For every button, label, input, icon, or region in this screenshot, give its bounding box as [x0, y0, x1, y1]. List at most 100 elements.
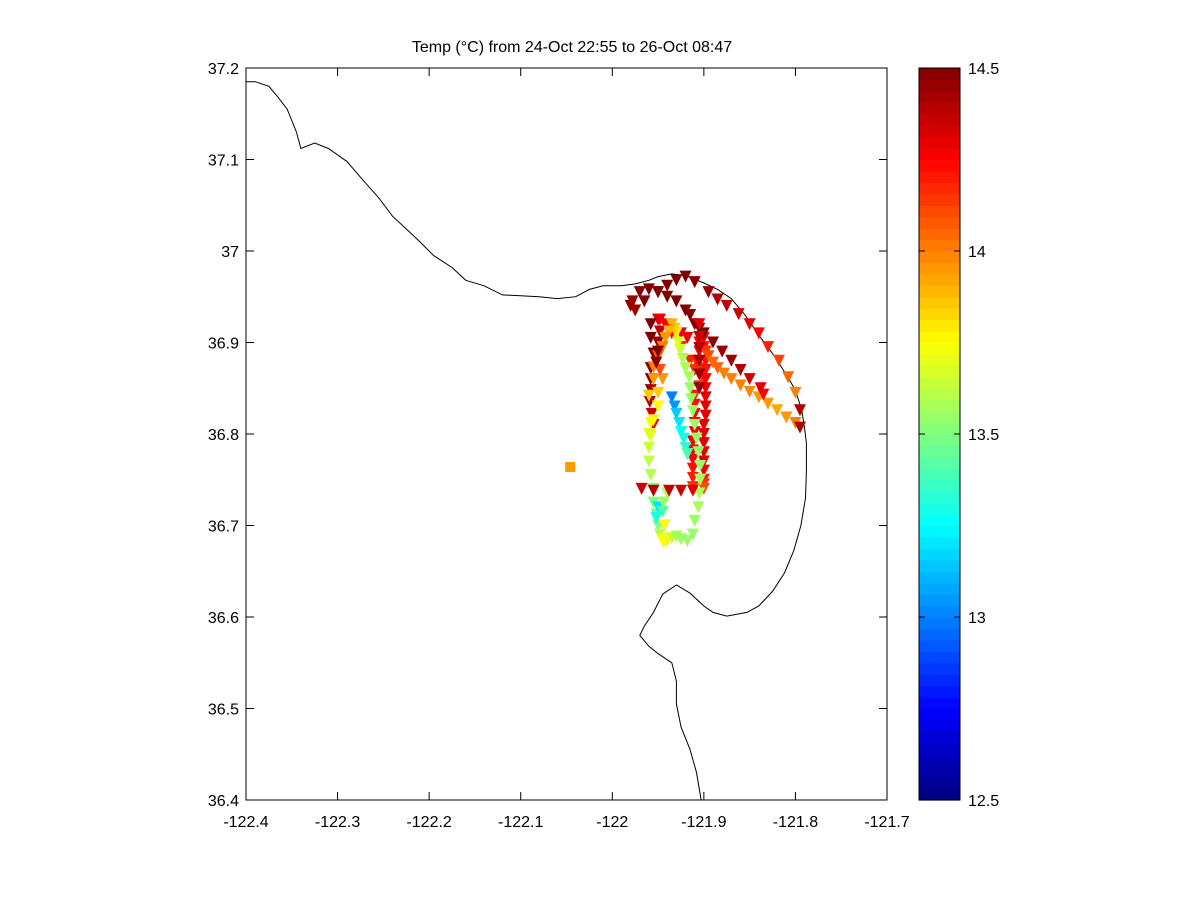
colorbar-band: [919, 754, 960, 767]
colorbar-tick-label: 13.5: [968, 427, 999, 444]
data-point-triangle: [670, 407, 683, 420]
data-point-triangle: [720, 299, 733, 312]
data-point-triangle: [692, 446, 705, 459]
x-tick-label: -122.1: [498, 814, 543, 831]
colorbar-band: [919, 251, 960, 264]
data-point-triangle: [650, 356, 663, 369]
data-point-triangle: [681, 535, 694, 548]
data-point-triangle: [679, 304, 692, 317]
colorbar-band: [919, 697, 960, 710]
colorbar-band: [919, 639, 960, 652]
colorbar-band: [919, 228, 960, 241]
colorbar-band: [919, 262, 960, 275]
colorbar-band: [919, 514, 960, 527]
colorbar-band: [919, 342, 960, 355]
data-point-triangle: [665, 318, 678, 331]
data-point-triangle: [681, 331, 694, 344]
data-point-triangle: [771, 404, 784, 417]
data-point-triangle: [699, 363, 712, 376]
colorbar-band: [919, 719, 960, 732]
y-tick-label: 37.1: [208, 153, 239, 170]
data-point-triangle: [694, 460, 707, 473]
colorbar-band: [919, 468, 960, 481]
y-tick-label: 37.2: [208, 61, 239, 78]
y-tick-label: 37: [221, 244, 239, 261]
data-point-triangle: [686, 405, 699, 418]
coastline-layer: [246, 81, 807, 800]
data-point-triangle: [693, 368, 706, 381]
data-point-triangle: [694, 473, 707, 486]
colorbar: 12.5 13 13.5 14 14.5: [918, 61, 999, 810]
colorbar-band: [919, 605, 960, 618]
data-point-triangle: [633, 286, 646, 299]
data-point-triangle: [684, 382, 697, 395]
data-point-triangle: [761, 341, 774, 354]
colorbar-band: [919, 319, 960, 332]
data-point-triangle: [789, 386, 802, 399]
data-point-triangle: [629, 304, 642, 317]
data-point-triangle: [674, 426, 687, 439]
colorbar-band: [919, 422, 960, 435]
data-point-triangle: [761, 397, 774, 410]
y-tick-label: 36.5: [208, 702, 239, 719]
colorbar-band: [919, 628, 960, 641]
colorbar-band: [919, 159, 960, 172]
colorbar-band: [919, 788, 960, 801]
colorbar-band: [919, 777, 960, 790]
data-point-triangle: [663, 484, 676, 497]
data-point-triangle: [670, 274, 683, 287]
x-tick-label: -122.2: [406, 814, 451, 831]
colorbar-band: [919, 708, 960, 721]
data-point-triangle: [642, 283, 655, 296]
colorbar-band: [919, 216, 960, 229]
y-tick-label: 36.4: [208, 793, 239, 810]
data-point-triangle: [718, 367, 731, 380]
data-point-triangle: [686, 528, 699, 541]
data-point-triangle: [679, 270, 692, 283]
colorbar-band: [919, 594, 960, 607]
colorbar-band: [919, 170, 960, 183]
data-point-triangle: [743, 318, 756, 331]
colorbar-band: [919, 79, 960, 92]
y-tick-label: 36.9: [208, 336, 239, 353]
colorbar-band: [919, 388, 960, 401]
x-tick-label: -122.4: [223, 814, 268, 831]
colorbar-band: [919, 731, 960, 744]
data-point-triangle: [693, 382, 706, 395]
data-points-layer: [565, 270, 807, 548]
data-point-triangle: [697, 428, 710, 440]
data-point-triangle: [647, 373, 660, 386]
data-point-triangle: [644, 318, 657, 331]
data-point-triangle: [683, 371, 696, 384]
data-point-triangle: [693, 487, 706, 500]
data-point-triangle: [697, 418, 710, 431]
data-point-triangle: [699, 391, 712, 404]
data-point-triangle: [674, 484, 687, 497]
colorbar-band: [919, 548, 960, 561]
colorbar-band: [919, 617, 960, 630]
colorbar-band: [919, 434, 960, 447]
data-point-triangle: [743, 373, 756, 386]
colorbar-band: [919, 502, 960, 515]
y-tick-label: 36.6: [208, 610, 239, 627]
data-point-triangle: [652, 345, 665, 358]
data-point-triangle: [794, 421, 807, 434]
data-point-triangle: [679, 441, 692, 454]
x-axis: -122.4 -122.3 -122.2 -122.1 -122 -121.9 -121.8…: [223, 68, 910, 831]
data-point-triangle: [657, 496, 670, 509]
data-point-triangle: [711, 362, 724, 375]
colorbar-band: [919, 136, 960, 149]
data-point-triangle: [734, 379, 747, 392]
colorbar-band: [919, 571, 960, 584]
data-point-triangle: [702, 350, 715, 363]
data-point-triangle: [690, 432, 703, 445]
data-point-triangle: [725, 354, 738, 367]
colorbar-band: [919, 331, 960, 344]
data-point-triangle: [665, 391, 678, 404]
colorbar-band: [919, 148, 960, 161]
data-point-triangle: [644, 429, 657, 442]
colorbar-band: [919, 674, 960, 687]
data-point-triangle: [732, 308, 745, 321]
colorbar-band: [919, 285, 960, 298]
